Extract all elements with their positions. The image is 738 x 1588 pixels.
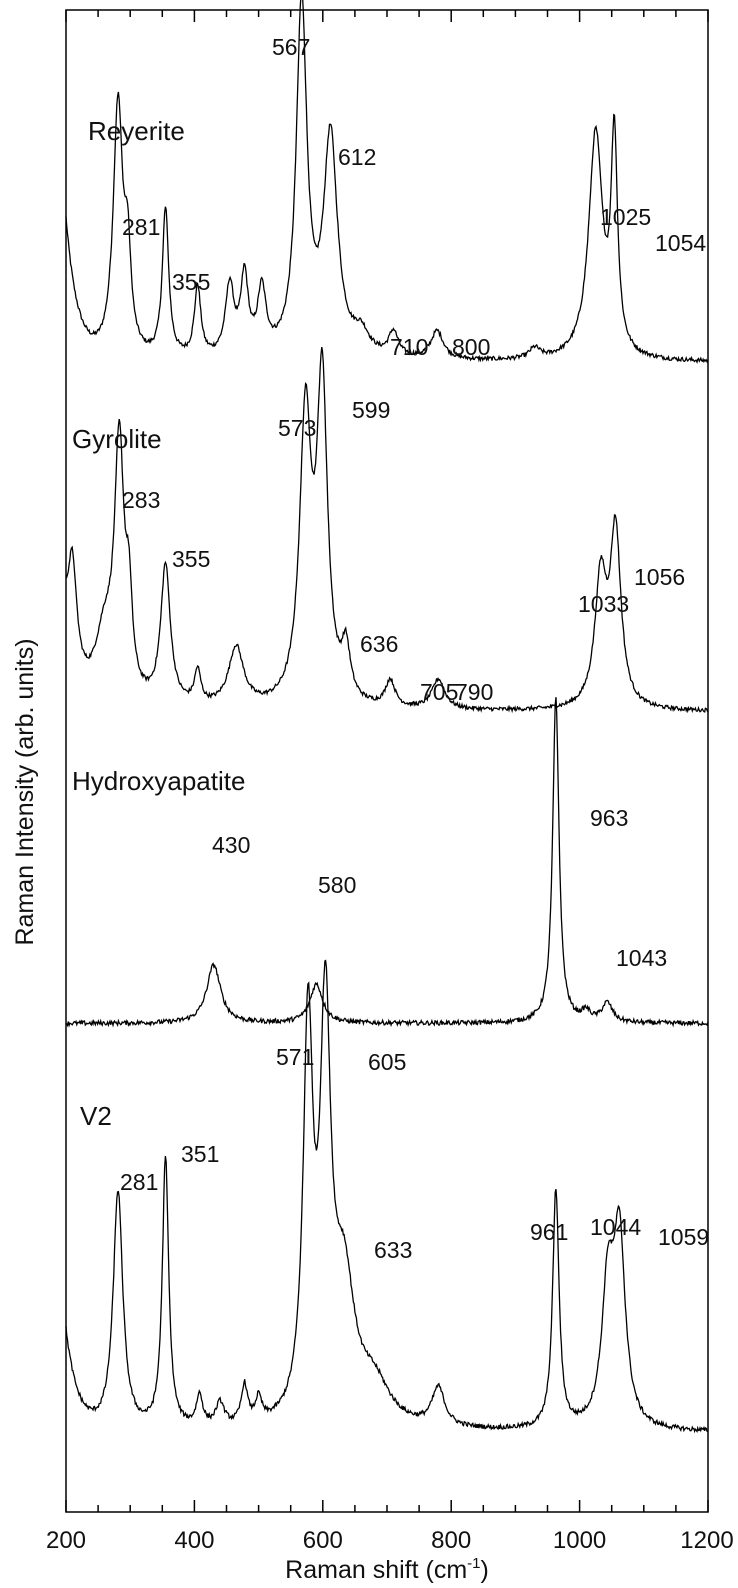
series-name-hydroxyapatite: Hydroxyapatite bbox=[72, 766, 245, 796]
peak-label-hydroxyapatite-580: 580 bbox=[318, 872, 356, 898]
spectrum-line-gyrolite bbox=[65, 346, 709, 714]
peak-label-hydroxyapatite-430: 430 bbox=[212, 832, 250, 858]
x-tick-label-400: 400 bbox=[174, 1527, 214, 1554]
spectra-lines bbox=[65, 0, 709, 1434]
x-axis-tick-labels: 200 400 600 800 1000 1200 bbox=[46, 1527, 734, 1554]
x-tick-label-800: 800 bbox=[431, 1527, 471, 1554]
spectrum-line-v2 bbox=[65, 959, 709, 1434]
x-axis-ticks bbox=[65, 10, 709, 1512]
peak-label-v2-605: 605 bbox=[368, 1049, 406, 1075]
peak-label-reyerite-355: 355 bbox=[172, 269, 210, 295]
peak-label-gyrolite-1056: 1056 bbox=[634, 564, 685, 590]
peak-label-reyerite-800: 800 bbox=[452, 334, 490, 360]
peak-label-reyerite-1054: 1054 bbox=[655, 230, 706, 256]
peak-label-gyrolite-283: 283 bbox=[122, 487, 160, 513]
peak-label-gyrolite-705: 705 bbox=[420, 679, 458, 705]
peak-label-reyerite-710: 710 bbox=[390, 334, 428, 360]
spectrum-line-hydroxyapatite bbox=[65, 697, 709, 1028]
x-tick-label-1000: 1000 bbox=[553, 1527, 606, 1554]
peak-label-v2-1059: 1059 bbox=[658, 1224, 709, 1250]
peak-label-reyerite-612: 612 bbox=[338, 144, 376, 170]
peak-label-v2-281: 281 bbox=[120, 1169, 158, 1195]
spectrum-line-reyerite bbox=[65, 0, 709, 364]
series-name-reyerite: Reyerite bbox=[88, 116, 185, 146]
peak-label-hydroxyapatite-963: 963 bbox=[590, 805, 628, 831]
peak-label-v2-571: 571 bbox=[276, 1044, 314, 1070]
x-tick-label-200: 200 bbox=[46, 1527, 86, 1554]
x-tick-label-1200: 1200 bbox=[680, 1527, 733, 1554]
peak-label-v2-633: 633 bbox=[374, 1237, 412, 1263]
peak-label-reyerite-1025: 1025 bbox=[600, 204, 651, 230]
peak-label-v2-1044: 1044 bbox=[590, 1214, 641, 1240]
peak-label-reyerite-281: 281 bbox=[122, 214, 160, 240]
peak-label-gyrolite-1033: 1033 bbox=[578, 591, 629, 617]
series-name-gyrolite: Gyrolite bbox=[72, 424, 162, 454]
y-axis-label: Raman Intensity (arb. units) bbox=[11, 638, 39, 945]
peak-label-hydroxyapatite-1043: 1043 bbox=[616, 945, 667, 971]
peak-label-gyrolite-790: 790 bbox=[455, 679, 493, 705]
peak-label-v2-351: 351 bbox=[181, 1141, 219, 1167]
peak-label-reyerite-567: 567 bbox=[272, 34, 310, 60]
x-tick-label-600: 600 bbox=[303, 1527, 343, 1554]
series-name-labels: Reyerite Gyrolite Hydroxyapatite V2 bbox=[72, 116, 245, 1131]
x-axis-label: Raman shift (cm-1) bbox=[285, 1555, 489, 1584]
peak-label-gyrolite-636: 636 bbox=[360, 631, 398, 657]
peak-label-gyrolite-599: 599 bbox=[352, 397, 390, 423]
series-name-v2: V2 bbox=[80, 1101, 112, 1131]
peak-label-gyrolite-573: 573 bbox=[278, 415, 316, 441]
peak-label-gyrolite-355: 355 bbox=[172, 546, 210, 572]
peak-label-v2-961: 961 bbox=[530, 1219, 568, 1245]
